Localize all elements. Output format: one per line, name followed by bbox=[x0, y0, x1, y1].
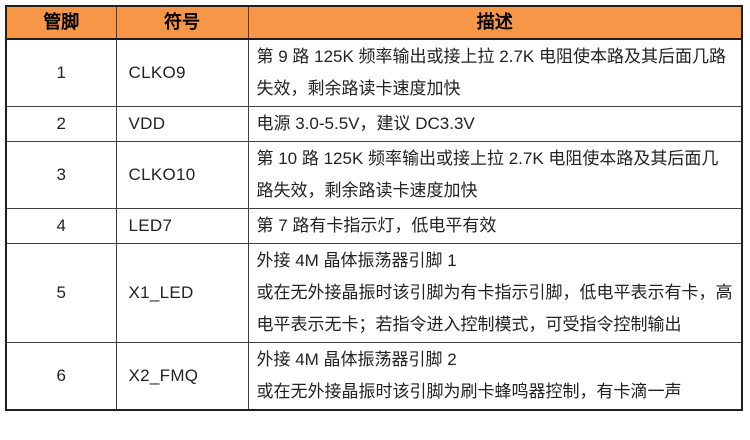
column-header-description: 描述 bbox=[247, 5, 743, 40]
table-row: 5 X1_LED 外接 4M 晶体振荡器引脚 1 或在无外接晶振时该引脚为有卡指… bbox=[5, 243, 743, 343]
column-header-pin: 管脚 bbox=[5, 5, 117, 40]
table-row: 6 X2_FMQ 外接 4M 晶体振荡器引脚 2 或在无外接晶振时该引脚为刷卡蜂… bbox=[5, 342, 743, 411]
pin-description-table: 管脚 符号 描述 1 CLKO9 第 9 路 125K 频率输出或接上拉 2.7… bbox=[5, 5, 743, 411]
description-line: 或在无外接晶振时该引脚为有卡指示引脚，低电平表示有卡，高电平表示无卡；若指令进入… bbox=[256, 283, 733, 334]
description-line: 外接 4M 晶体振荡器引脚 1 bbox=[256, 251, 457, 270]
description-cell: 第 9 路 125K 频率输出或接上拉 2.7K 电阻使本路及其后面几路失效，剩… bbox=[247, 38, 743, 107]
description-line: 电源 3.0-5.5V，建议 DC3.3V bbox=[256, 114, 475, 133]
description-cell: 外接 4M 晶体振荡器引脚 1 或在无外接晶振时该引脚为有卡指示引脚，低电平表示… bbox=[247, 243, 743, 343]
description-cell: 外接 4M 晶体振荡器引脚 2 或在无外接晶振时该引脚为刷卡蜂鸣器控制，有卡滴一… bbox=[247, 342, 743, 411]
description-cell: 电源 3.0-5.5V，建议 DC3.3V bbox=[247, 106, 743, 142]
symbol-cell: VDD bbox=[115, 106, 249, 142]
description-line: 外接 4M 晶体振荡器引脚 2 bbox=[256, 350, 457, 369]
symbol-cell: CLKO10 bbox=[115, 141, 249, 209]
pin-cell: 3 bbox=[5, 141, 117, 209]
symbol-cell: LED7 bbox=[115, 208, 249, 244]
table-row: 1 CLKO9 第 9 路 125K 频率输出或接上拉 2.7K 电阻使本路及其… bbox=[5, 38, 743, 107]
description-cell: 第 10 路 125K 频率输出或接上拉 2.7K 电阻使本路及其后面几路失效，… bbox=[247, 141, 743, 209]
document-page: 管脚 符号 描述 1 CLKO9 第 9 路 125K 频率输出或接上拉 2.7… bbox=[5, 5, 743, 411]
pin-cell: 4 bbox=[5, 208, 117, 244]
table-header-row: 管脚 符号 描述 bbox=[5, 5, 743, 40]
description-line: 第 9 路 125K 频率输出或接上拉 2.7K 电阻使本路及其后面几路失效，剩… bbox=[256, 47, 726, 98]
pin-cell: 2 bbox=[5, 106, 117, 142]
description-line: 第 10 路 125K 频率输出或接上拉 2.7K 电阻使本路及其后面几路失效，… bbox=[256, 149, 719, 200]
pin-cell: 5 bbox=[5, 243, 117, 343]
pin-cell: 1 bbox=[5, 38, 117, 107]
table-row: 3 CLKO10 第 10 路 125K 频率输出或接上拉 2.7K 电阻使本路… bbox=[5, 141, 743, 209]
description-line: 或在无外接晶振时该引脚为刷卡蜂鸣器控制，有卡滴一声 bbox=[256, 382, 682, 401]
symbol-cell: X2_FMQ bbox=[115, 342, 249, 411]
description-line: 第 7 路有卡指示灯，低电平有效 bbox=[256, 216, 497, 235]
symbol-cell: X1_LED bbox=[115, 243, 249, 343]
table-row: 4 LED7 第 7 路有卡指示灯，低电平有效 bbox=[5, 208, 743, 244]
symbol-cell: CLKO9 bbox=[115, 38, 249, 107]
pin-cell: 6 bbox=[5, 342, 117, 411]
table-row: 2 VDD 电源 3.0-5.5V，建议 DC3.3V bbox=[5, 106, 743, 142]
description-cell: 第 7 路有卡指示灯，低电平有效 bbox=[247, 208, 743, 244]
column-header-symbol: 符号 bbox=[115, 5, 249, 40]
